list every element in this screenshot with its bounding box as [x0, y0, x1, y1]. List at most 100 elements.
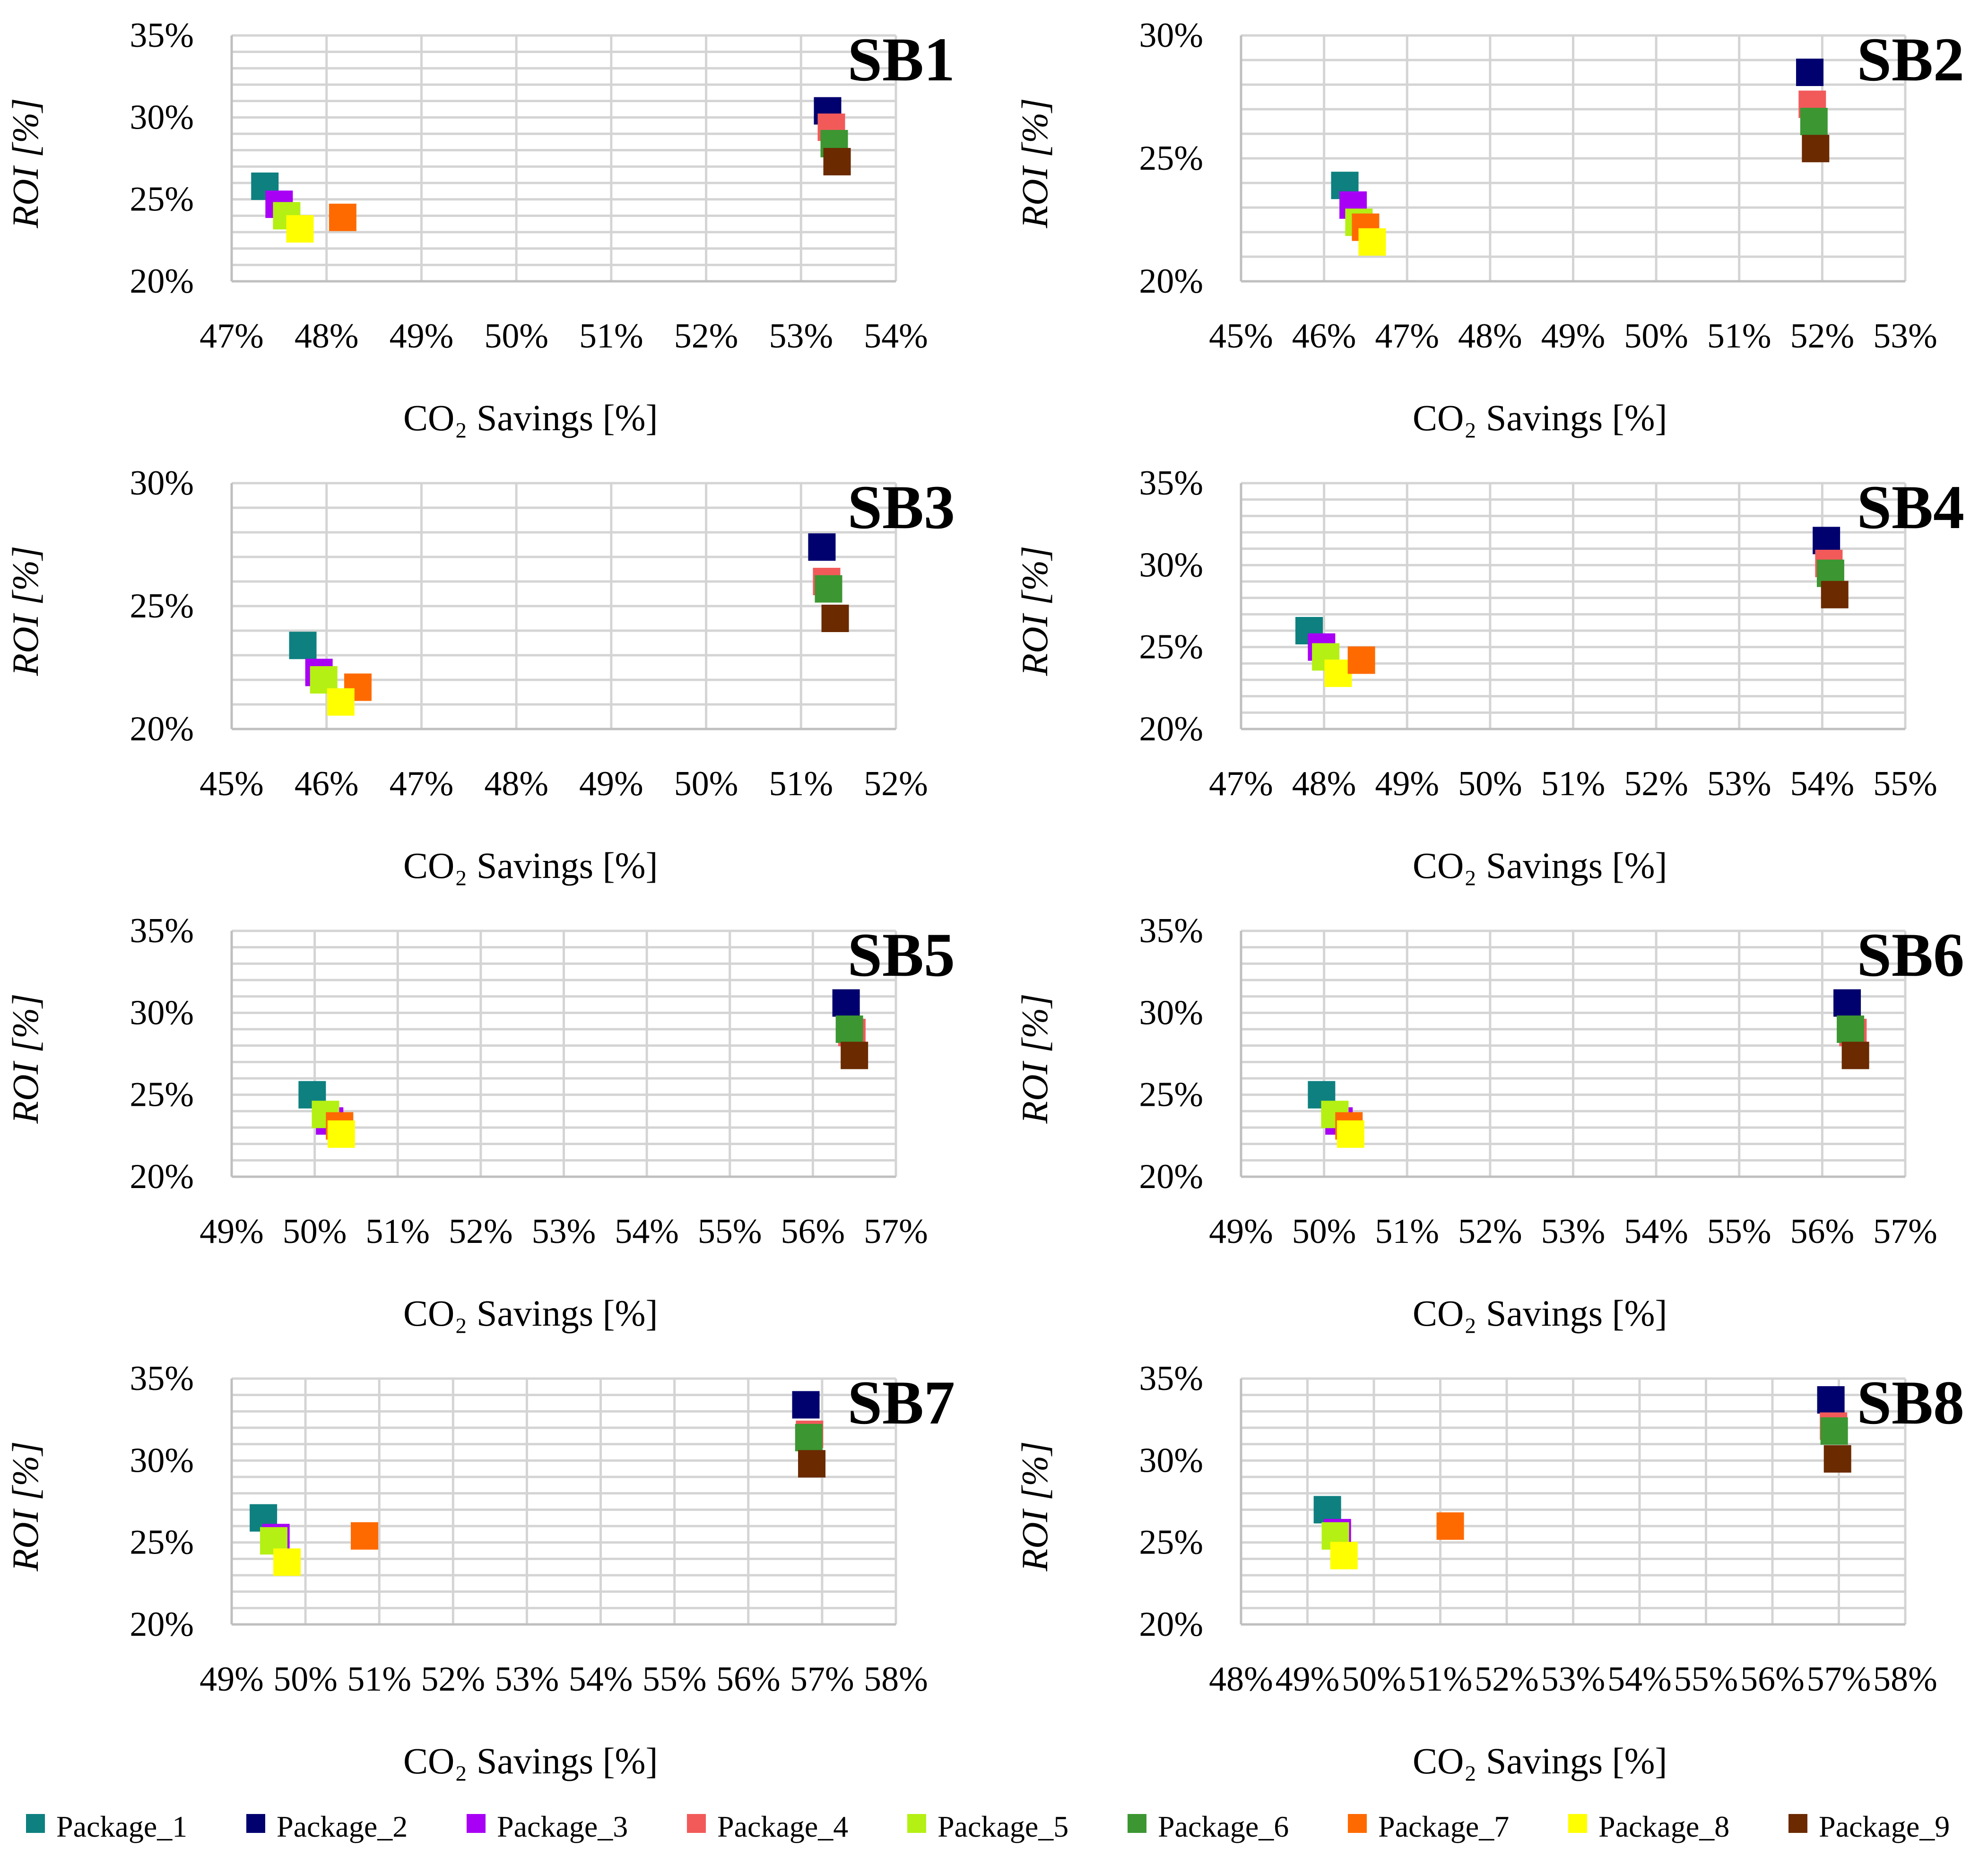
x-tick-label: 50% — [1458, 764, 1522, 803]
x-tick-label: 51% — [1408, 1660, 1473, 1699]
x-tick-label: 48% — [484, 764, 548, 803]
marker-package-9 — [1802, 135, 1830, 163]
panel-label: SB2 — [1857, 25, 1964, 94]
y-tick-label: 20% — [130, 262, 194, 301]
legend-swatch — [687, 1814, 706, 1833]
x-axis-title: CO₂ Savings [%] — [403, 397, 658, 438]
y-tick-label: 25% — [130, 1076, 194, 1114]
y-tick-label: 35% — [1139, 464, 1203, 503]
x-tick-label: 50% — [674, 764, 738, 803]
legend-label: Package_6 — [1158, 1810, 1289, 1843]
x-tick-label: 56% — [716, 1660, 781, 1699]
marker-package-7 — [329, 203, 356, 231]
y-tick-label: 30% — [1139, 16, 1203, 55]
y-tick-label: 35% — [1139, 911, 1203, 950]
x-axis-title: CO₂ Savings [%] — [1413, 845, 1667, 886]
y-tick-label: 30% — [1139, 993, 1203, 1032]
x-tick-label: 53% — [495, 1660, 559, 1699]
y-tick-label: 30% — [130, 98, 194, 137]
legend-label: Package_1 — [56, 1810, 187, 1843]
x-tick-label: 54% — [864, 317, 928, 356]
x-tick-label: 45% — [1209, 317, 1273, 356]
x-tick-label: 47% — [200, 317, 264, 356]
x-axis-title: CO₂ Savings [%] — [403, 1740, 658, 1781]
y-tick-label: 35% — [130, 1359, 194, 1398]
y-tick-label: 25% — [1139, 139, 1203, 178]
x-tick-label: 49% — [1375, 764, 1439, 803]
y-axis-title: ROI [%] — [1014, 546, 1055, 676]
y-tick-label: 30% — [130, 464, 194, 503]
legend: Package_1 Package_2 Package_3 Package_4 Pack… — [26, 1810, 1950, 1843]
y-axis-title: ROI [%] — [5, 993, 46, 1124]
panel-label: SB1 — [848, 25, 955, 94]
legend-label: Package_9 — [1819, 1810, 1950, 1843]
x-tick-label: 57% — [864, 1212, 928, 1251]
x-tick-label: 52% — [864, 764, 928, 803]
marker-package-8 — [327, 688, 355, 716]
x-tick-label: 56% — [1790, 1212, 1855, 1251]
panel-sb4: 20% 25% 30% 35% 47% 48% 49% 50% 51% 52% 53% 54% 55% C… — [1014, 464, 1964, 886]
marker-package-9 — [823, 148, 851, 175]
y-tick-label: 20% — [1139, 1157, 1203, 1196]
marker-package-9 — [821, 605, 849, 632]
x-tick-label: 50% — [484, 317, 548, 356]
y-axis-title: ROI [%] — [1014, 98, 1055, 228]
x-tick-label: 51% — [347, 1660, 411, 1699]
legend-swatch — [1788, 1814, 1807, 1833]
y-tick-label: 35% — [1139, 1359, 1203, 1398]
x-tick-label: 57% — [790, 1660, 854, 1699]
y-tick-label: 25% — [1139, 628, 1203, 667]
y-axis-title: ROI [%] — [1014, 993, 1055, 1124]
y-tick-label: 20% — [130, 1605, 194, 1644]
panel-sb3: 20% 25% 30% 45% 46% 47% 48% 49% 50% 51% 52% CO₂ Sav… — [5, 464, 955, 886]
x-tick-label: 51% — [1707, 317, 1771, 356]
x-tick-label: 49% — [1276, 1660, 1340, 1699]
x-tick-label: 53% — [1541, 1660, 1606, 1699]
x-tick-label: 52% — [421, 1660, 486, 1699]
y-tick-label: 25% — [1139, 1523, 1203, 1562]
x-tick-label: 51% — [579, 317, 643, 356]
marker-package-8 — [1324, 660, 1352, 687]
x-tick-label: 51% — [769, 764, 833, 803]
y-tick-label: 20% — [1139, 1605, 1203, 1644]
legend-swatch — [26, 1814, 45, 1833]
panel-label: SB6 — [1857, 920, 1964, 989]
marker-package-8 — [327, 1120, 355, 1148]
x-tick-label: 50% — [283, 1212, 347, 1251]
x-axis-title: CO₂ Savings [%] — [1413, 397, 1667, 438]
x-tick-label: 53% — [1707, 764, 1771, 803]
x-tick-label: 54% — [569, 1660, 633, 1699]
x-tick-label: 56% — [1740, 1660, 1805, 1699]
marker-package-8 — [1358, 228, 1386, 256]
legend-label: Package_5 — [938, 1810, 1068, 1843]
legend-swatch — [246, 1814, 265, 1833]
marker-package-7 — [351, 1522, 378, 1550]
marker-package-6 — [1820, 1417, 1848, 1445]
y-tick-label: 30% — [1139, 546, 1203, 584]
marker-package-2 — [1796, 59, 1824, 86]
legend-swatch — [907, 1814, 926, 1833]
x-tick-label: 46% — [295, 764, 359, 803]
y-tick-label: 20% — [130, 710, 194, 748]
x-tick-label: 52% — [1624, 764, 1688, 803]
panel-label: SB8 — [1857, 1368, 1964, 1437]
x-tick-label: 51% — [1541, 764, 1606, 803]
x-tick-label: 51% — [1375, 1212, 1439, 1251]
legend-swatch — [467, 1814, 486, 1833]
marker-package-8 — [1330, 1542, 1358, 1570]
x-tick-label: 55% — [642, 1660, 707, 1699]
panel-label: SB4 — [1857, 472, 1964, 542]
x-tick-label: 49% — [200, 1212, 264, 1251]
x-tick-label: 55% — [698, 1212, 762, 1251]
y-axis-title: ROI [%] — [5, 546, 46, 676]
panel-sb1: 20% 25% 30% 35% 47% 48% 49% 50% 51% 52% 53% 54% CO₂ … — [5, 16, 955, 438]
marker-package-2 — [1813, 527, 1840, 555]
marker-package-6 — [815, 575, 842, 603]
x-axis-title: CO₂ Savings [%] — [1413, 1740, 1667, 1781]
y-tick-label: 25% — [130, 1523, 194, 1562]
x-tick-label: 52% — [1458, 1212, 1522, 1251]
x-tick-label: 47% — [1209, 764, 1273, 803]
x-tick-label: 55% — [1674, 1660, 1738, 1699]
panel-sb5: 20% 25% 30% 35% 49% 50% 51% 52% 53% 54% 55% 56% 57% C… — [5, 911, 955, 1334]
marker-package-9 — [1841, 1041, 1869, 1069]
